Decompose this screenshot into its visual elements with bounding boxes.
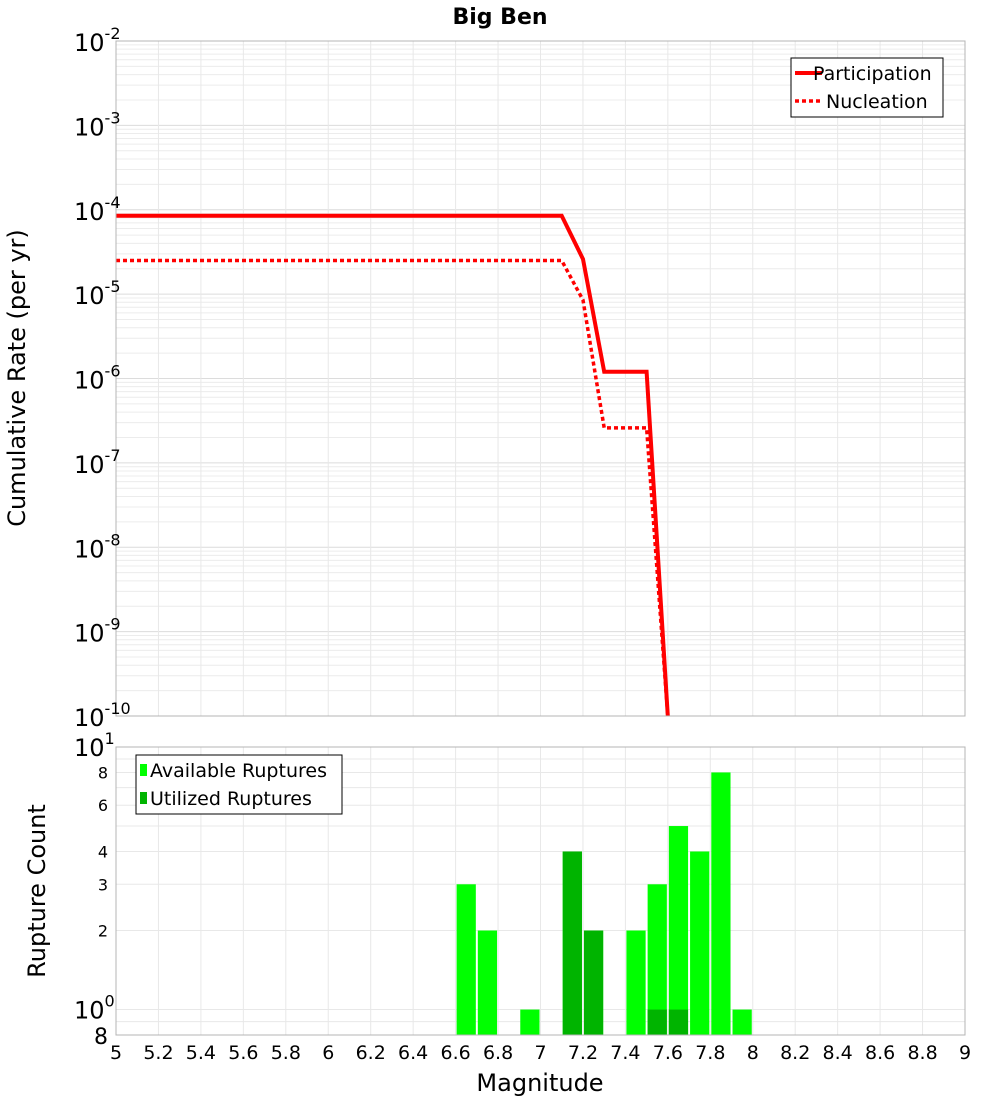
rate-plot-y-ticks: 10-2 10-3 10-4 10-5 10-6 10-7 10-8 10-9 10-10 bbox=[74, 24, 131, 732]
count-plot-legend: Available Ruptures Utilized Ruptures bbox=[135, 754, 343, 815]
count-y-tick-label: 100 bbox=[74, 992, 115, 1025]
available-rupture-bar bbox=[520, 1009, 540, 1035]
rate-y-tick-label: 10-4 bbox=[74, 193, 121, 226]
rate-y-tick-label: 10-6 bbox=[74, 362, 121, 395]
count-y-tick-label: 4 bbox=[98, 842, 108, 861]
rate-plot-frame bbox=[115, 40, 966, 717]
count-x-tick-label: 8.2 bbox=[780, 1042, 810, 1064]
rate-legend-label: Nucleation bbox=[826, 91, 928, 113]
count-x-tick-label: 6 bbox=[322, 1042, 334, 1064]
rate-plot-y-axis-label: Cumulative Rate (per yr) bbox=[3, 229, 31, 527]
rate-y-tick-label: 10-3 bbox=[74, 108, 121, 141]
count-plot-grid bbox=[115, 747, 966, 1035]
count-legend-swatch bbox=[140, 764, 147, 776]
utilized-rupture-bar bbox=[583, 930, 604, 1035]
count-legend-swatch bbox=[140, 792, 147, 804]
count-plot-x-ticks: 5 5.2 5.4 5.6 5.8 6 6.2 6.4 6.6 6.8 7 7.2 7.4 7.6 7.8 8… bbox=[110, 1042, 971, 1064]
count-x-tick-label: 7.6 bbox=[653, 1042, 683, 1064]
utilized-rupture-bar bbox=[668, 1009, 689, 1035]
utilized-rupture-bar bbox=[647, 1009, 667, 1035]
count-legend-box bbox=[135, 754, 343, 815]
count-x-tick-label: 8.6 bbox=[865, 1042, 895, 1064]
available-rupture-bar bbox=[711, 772, 731, 1035]
rate-y-tick-label: 10-8 bbox=[74, 530, 121, 563]
available-rupture-bar bbox=[477, 930, 498, 1035]
rate-legend-box bbox=[790, 57, 944, 118]
rate-y-tick-label: 10-7 bbox=[74, 446, 121, 479]
count-x-tick-label: 6.4 bbox=[398, 1042, 428, 1064]
count-x-tick-label: 8.8 bbox=[907, 1042, 937, 1064]
available-rupture-bar bbox=[690, 851, 710, 1035]
count-plot-bars bbox=[456, 772, 752, 1035]
count-y-tick-label: 8 bbox=[94, 1025, 108, 1050]
count-x-tick-label: 5 bbox=[110, 1042, 122, 1064]
rate-y-tick-label: 10-10 bbox=[74, 699, 131, 732]
count-x-tick-label: 5.2 bbox=[143, 1042, 173, 1064]
count-y-tick-label: 101 bbox=[74, 729, 115, 762]
count-legend-label: Available Ruptures bbox=[150, 760, 327, 782]
count-y-tick-label: 6 bbox=[98, 796, 108, 815]
count-x-tick-label: 7.4 bbox=[610, 1042, 640, 1064]
rate-y-tick-label: 10-5 bbox=[74, 277, 121, 310]
rate-y-tick-label: 10-9 bbox=[74, 615, 121, 648]
available-rupture-bar bbox=[626, 930, 646, 1035]
count-plot-frame bbox=[115, 746, 966, 1036]
count-x-tick-label: 5.4 bbox=[186, 1042, 216, 1064]
count-x-tick-label: 6.2 bbox=[356, 1042, 386, 1064]
count-y-tick-label: 3 bbox=[98, 875, 108, 894]
count-x-tick-label: 7.2 bbox=[568, 1042, 598, 1064]
count-x-tick-label: 7.8 bbox=[695, 1042, 725, 1064]
utilized-rupture-bar bbox=[562, 851, 582, 1035]
count-plot-x-axis-label: Magnitude bbox=[476, 1069, 603, 1097]
available-rupture-bar bbox=[456, 884, 476, 1035]
count-x-tick-label: 8.4 bbox=[823, 1042, 853, 1064]
count-y-tick-label: 8 bbox=[98, 763, 108, 782]
rate-series-line-participation bbox=[116, 213, 670, 717]
rate-series-line-nucleation bbox=[116, 258, 670, 717]
rate-plot-grid bbox=[115, 41, 966, 717]
count-x-tick-label: 9 bbox=[959, 1042, 971, 1064]
count-x-tick-label: 8 bbox=[747, 1042, 759, 1064]
available-rupture-bar bbox=[647, 884, 667, 1035]
count-x-tick-label: 6.8 bbox=[483, 1042, 513, 1064]
count-x-tick-label: 6.6 bbox=[440, 1042, 470, 1064]
available-rupture-bar bbox=[668, 826, 689, 1035]
count-x-tick-label: 5.8 bbox=[271, 1042, 301, 1064]
count-legend-label: Utilized Ruptures bbox=[150, 788, 312, 810]
rate-plot-series bbox=[116, 213, 670, 717]
rate-y-tick-label: 10-2 bbox=[74, 24, 121, 57]
available-rupture-bar bbox=[732, 1009, 752, 1035]
count-x-tick-label: 5.6 bbox=[228, 1042, 258, 1064]
count-x-tick-label: 7 bbox=[534, 1042, 546, 1064]
rate-plot-legend: Participation Nucleation bbox=[790, 57, 944, 118]
count-y-tick-label: 2 bbox=[98, 922, 108, 941]
chart-title: Big Ben bbox=[452, 5, 547, 30]
rate-legend-label: Participation bbox=[813, 63, 932, 85]
count-plot-y-axis-label: Rupture Count bbox=[23, 804, 51, 978]
